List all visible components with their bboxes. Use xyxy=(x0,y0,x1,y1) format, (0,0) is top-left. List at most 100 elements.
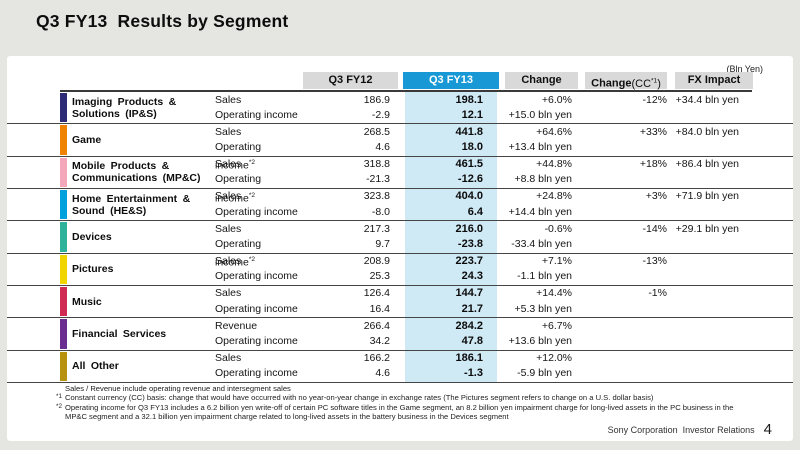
metric-label: Revenue xyxy=(215,319,258,332)
footnotes: Sales / Revenue include operating revenu… xyxy=(56,384,754,422)
value-q3fy13: 441.8 xyxy=(455,125,483,138)
value-q3fy12: 208.9 xyxy=(363,255,390,268)
value-q3fy12: 268.5 xyxy=(363,125,390,138)
value-change-cc: +18% xyxy=(639,158,667,171)
segment-name: Financial Services xyxy=(72,327,167,340)
metric-row: Sales 208.9 223.7 +7.1% -13% xyxy=(7,254,793,269)
value-change-cc: -1% xyxy=(648,287,667,300)
metric-label: Operating income xyxy=(215,108,298,121)
page-number: 4 xyxy=(763,421,772,438)
metric-label: Sales xyxy=(215,255,242,268)
value-change: +15.0 bln yen xyxy=(508,108,572,121)
metric-label: Sales xyxy=(215,222,242,235)
value-q3fy13: 404.0 xyxy=(455,190,483,203)
value-q3fy12: 34.2 xyxy=(369,334,390,347)
segment-row-all-other: All Other Sales 166.2 186.1 +12.0% Operating … xyxy=(7,351,793,383)
segment-color-bar xyxy=(60,157,67,187)
value-q3fy13: 284.2 xyxy=(455,319,483,332)
metric-row: Operating income 34.2 47.8 +13.6 bln yen xyxy=(7,334,793,349)
metric-label: Sales xyxy=(215,352,242,365)
metric-label: Sales xyxy=(215,158,242,171)
value-change-cc: +3% xyxy=(645,190,667,203)
column-header-q3fy12: Q3 FY12 xyxy=(303,72,398,89)
metric-row: Operating income*2 9.7 -23.8 -33.4 bln yen xyxy=(7,237,793,269)
value-q3fy12: 166.2 xyxy=(363,352,390,365)
footnote-marker: *1 xyxy=(651,77,658,84)
metric-label: Sales xyxy=(215,93,242,106)
footnote: Sales / Revenue include operating revenu… xyxy=(56,384,754,393)
table-top-border xyxy=(60,90,752,92)
segment-row-devices: Devices Sales 217.3 216.0 -0.6% -14% +29.1 bln… xyxy=(7,221,793,269)
footnote: *2 Operating income for Q3 FY13 includes … xyxy=(56,403,754,422)
metric-label: Sales xyxy=(215,190,242,203)
value-q3fy12: 266.4 xyxy=(363,319,390,332)
value-q3fy13: -12.6 xyxy=(457,173,483,186)
column-header-change: Change xyxy=(505,72,578,89)
value-change: +6.7% xyxy=(541,319,572,332)
segment-color-bar xyxy=(60,286,67,317)
value-q3fy13: 216.0 xyxy=(455,222,483,235)
column-header-q3fy13: Q3 FY13 xyxy=(403,72,499,89)
value-change: -5.9 bln yen xyxy=(517,367,572,380)
segment-name: Game xyxy=(72,133,102,146)
footnote: *1 Constant currency (CC) basis: change t… xyxy=(56,393,754,402)
segment-color-bar xyxy=(60,351,67,381)
metric-label: Operating income xyxy=(215,334,298,347)
segment-row-music: Music Sales 126.4 144.7 +14.4% -1% Operating i… xyxy=(7,286,793,319)
value-q3fy13: 47.8 xyxy=(461,334,483,347)
value-change: +6.0% xyxy=(541,93,572,106)
value-fx-impact: +29.1 bln yen xyxy=(675,222,739,235)
value-change: +8.8 bln yen xyxy=(514,173,572,186)
segment-color-bar xyxy=(60,125,67,155)
value-change: +5.3 bln yen xyxy=(514,302,572,315)
footer-credit: Sony Corporation Investor Relations xyxy=(607,425,755,435)
value-fx-impact: +86.4 bln yen xyxy=(675,158,739,171)
segment-row-pictures: Pictures Sales 208.9 223.7 +7.1% -13% Operatin… xyxy=(7,254,793,286)
segment-row-imaging-products-solutions: Imaging Products & Solutions (IP&S) Sales… xyxy=(7,92,793,125)
metric-row: Sales 217.3 216.0 -0.6% -14% +29.1 bln yen xyxy=(7,222,793,237)
value-change: +24.8% xyxy=(536,190,572,203)
value-q3fy13: -23.8 xyxy=(457,237,483,250)
value-change: +64.6% xyxy=(536,125,572,138)
value-q3fy12: -21.3 xyxy=(366,173,390,186)
segment-row-financial-services: Financial Services Revenue 266.4 284.2 +6.7%… xyxy=(7,318,793,351)
value-q3fy13: 186.1 xyxy=(455,352,483,365)
value-change: -33.4 bln yen xyxy=(511,237,572,250)
footnote-marker: *2 xyxy=(248,159,256,167)
value-q3fy12: 217.3 xyxy=(363,222,390,235)
footnote-marker: *2 xyxy=(248,191,256,199)
column-header-change-cc: Change(CC*1) xyxy=(585,72,667,90)
segment-color-bar xyxy=(60,319,67,349)
metric-row: Operating income -8.0 6.4 +14.4 bln yen xyxy=(7,205,793,220)
value-change-cc: +33% xyxy=(639,125,667,138)
page-title: Q3 FY13 Results by Segment xyxy=(36,11,289,31)
footnote-text: Constant currency (CC) basis: change tha… xyxy=(65,393,654,403)
value-change: -0.6% xyxy=(544,222,572,235)
table-body: Imaging Products & Solutions (IP&S) Sales… xyxy=(7,92,793,383)
metric-row: Sales 268.5 441.8 +64.6% +33% +84.0 bln yen xyxy=(7,125,793,140)
value-q3fy13: -1.3 xyxy=(464,367,483,380)
segment-name: Devices xyxy=(72,230,112,243)
metric-row: Operating income -2.9 12.1 +15.0 bln yen xyxy=(7,108,793,123)
value-q3fy13: 21.7 xyxy=(461,302,483,315)
footnote-marker: *1 xyxy=(56,393,62,401)
value-q3fy12: 16.4 xyxy=(369,302,390,315)
value-q3fy12: 4.6 xyxy=(375,140,390,153)
metric-label: Sales xyxy=(215,287,242,300)
segment-name: Home Entertainment & Sound (HE&S) xyxy=(72,192,191,217)
metric-label: Operating income xyxy=(215,205,298,218)
footnote-text: Sales / Revenue include operating revenu… xyxy=(65,384,291,393)
value-q3fy13: 461.5 xyxy=(455,158,483,171)
value-change: +13.6 bln yen xyxy=(508,334,572,347)
value-q3fy13: 144.7 xyxy=(455,287,483,300)
metric-label: Operating income*2 xyxy=(215,237,262,269)
value-q3fy12: -2.9 xyxy=(371,108,390,121)
value-change: +12.0% xyxy=(536,352,572,365)
value-q3fy12: 4.6 xyxy=(375,367,390,380)
value-change: +44.8% xyxy=(536,158,572,171)
highlight-column-background xyxy=(405,92,497,383)
value-q3fy13: 12.1 xyxy=(461,108,483,121)
segment-row-game: Game Sales 268.5 441.8 +64.6% +33% +84.0 bln y… xyxy=(7,124,793,172)
footnote-marker: *2 xyxy=(56,402,62,410)
